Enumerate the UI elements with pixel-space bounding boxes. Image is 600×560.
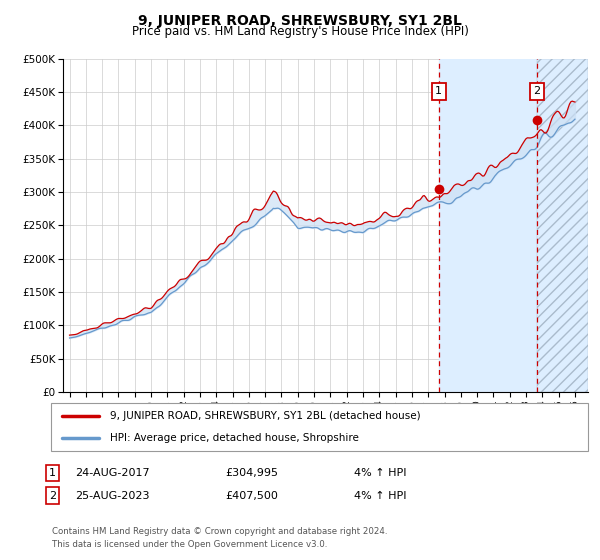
Text: 9, JUNIPER ROAD, SHREWSBURY, SY1 2BL (detached house): 9, JUNIPER ROAD, SHREWSBURY, SY1 2BL (de… bbox=[110, 411, 421, 421]
Bar bbox=[536, 59, 588, 392]
Text: 2: 2 bbox=[533, 86, 540, 96]
Text: 2: 2 bbox=[49, 491, 56, 501]
Text: 4% ↑ HPI: 4% ↑ HPI bbox=[354, 468, 407, 478]
Text: 1: 1 bbox=[49, 468, 56, 478]
Text: HPI: Average price, detached house, Shropshire: HPI: Average price, detached house, Shro… bbox=[110, 433, 359, 443]
Text: £407,500: £407,500 bbox=[225, 491, 278, 501]
Text: 4% ↑ HPI: 4% ↑ HPI bbox=[354, 491, 407, 501]
Bar bbox=[439, 59, 588, 392]
Text: 1: 1 bbox=[436, 86, 442, 96]
Text: Price paid vs. HM Land Registry's House Price Index (HPI): Price paid vs. HM Land Registry's House … bbox=[131, 25, 469, 38]
Text: 25-AUG-2023: 25-AUG-2023 bbox=[75, 491, 149, 501]
Text: 24-AUG-2017: 24-AUG-2017 bbox=[75, 468, 149, 478]
Text: 9, JUNIPER ROAD, SHREWSBURY, SY1 2BL: 9, JUNIPER ROAD, SHREWSBURY, SY1 2BL bbox=[138, 14, 462, 28]
Text: Contains HM Land Registry data © Crown copyright and database right 2024.
This d: Contains HM Land Registry data © Crown c… bbox=[52, 528, 388, 549]
Text: £304,995: £304,995 bbox=[225, 468, 278, 478]
